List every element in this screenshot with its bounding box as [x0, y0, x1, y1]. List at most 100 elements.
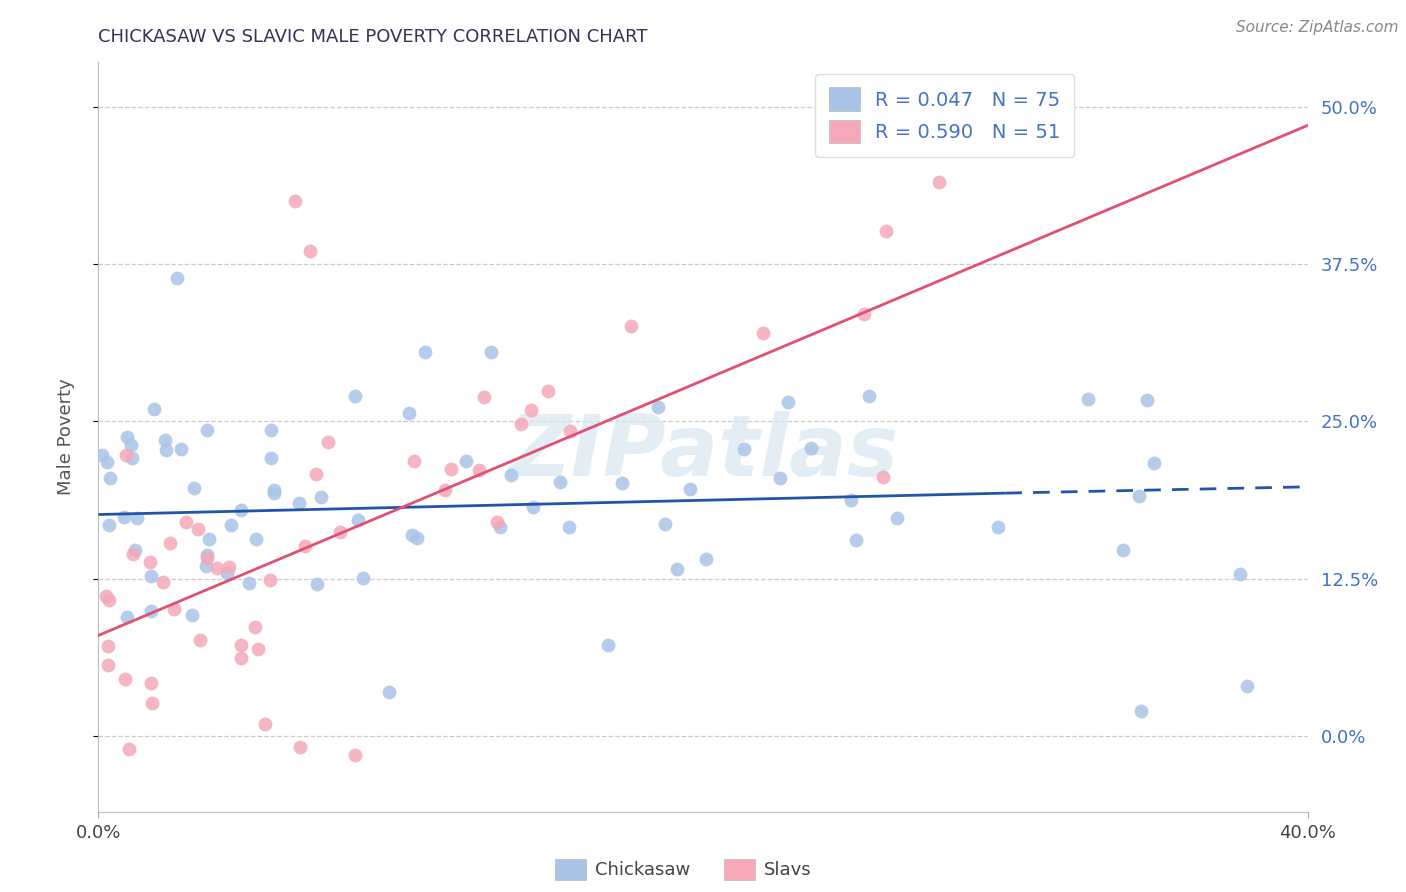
Point [610, 475, 633, 490]
Point [398, 406, 420, 420]
Point [481, 345, 503, 359]
Point [174, 515, 197, 529]
Point [733, 442, 755, 457]
Point [1128, 490, 1150, 504]
Point [378, 685, 401, 699]
Point [219, 518, 242, 533]
Point [560, 424, 582, 438]
Point [245, 532, 267, 546]
Point [120, 438, 142, 452]
Point [537, 384, 560, 398]
Point [122, 547, 145, 561]
Point [404, 453, 426, 467]
Point [141, 569, 163, 583]
Point [187, 522, 209, 536]
Point [489, 519, 512, 533]
Point [433, 483, 456, 497]
Point [183, 481, 205, 495]
Point [141, 604, 163, 618]
Point [124, 542, 146, 557]
Legend: R = 0.047   N = 75, R = 0.590   N = 51: R = 0.047 N = 75, R = 0.590 N = 51 [815, 74, 1074, 157]
Point [170, 442, 193, 457]
Point [468, 463, 491, 477]
Point [97, 518, 120, 533]
Point [872, 470, 894, 484]
Point [166, 271, 188, 285]
Point [259, 573, 281, 587]
Point [194, 559, 217, 574]
Point [139, 555, 162, 569]
Point [1229, 566, 1251, 581]
Point [299, 244, 322, 259]
Point [197, 423, 219, 437]
Point [1130, 704, 1153, 718]
Point [858, 389, 880, 403]
Point [259, 423, 281, 437]
Point [401, 528, 423, 542]
Point [875, 224, 897, 238]
Point [231, 651, 253, 665]
Text: Slavs: Slavs [763, 861, 811, 879]
Point [845, 533, 868, 548]
Point [347, 513, 370, 527]
Text: Source: ZipAtlas.com: Source: ZipAtlas.com [1236, 20, 1399, 35]
Point [188, 632, 211, 647]
Point [94, 590, 117, 604]
Point [776, 395, 799, 409]
Point [112, 510, 135, 524]
Point [344, 747, 367, 762]
Point [440, 461, 463, 475]
Point [548, 475, 571, 489]
Point [654, 517, 676, 532]
Point [142, 401, 165, 416]
Point [987, 520, 1010, 534]
Point [928, 175, 950, 189]
Point [304, 467, 326, 482]
Point [290, 739, 312, 754]
Point [406, 531, 429, 545]
Point [152, 575, 174, 590]
Point [558, 520, 581, 534]
Point [121, 450, 143, 465]
Point [115, 429, 138, 443]
Point [153, 433, 176, 447]
Point [98, 471, 121, 485]
Point [666, 562, 689, 576]
Point [260, 451, 283, 466]
Point [454, 453, 477, 467]
Point [229, 502, 252, 516]
Point [159, 536, 181, 550]
Point [215, 566, 238, 581]
Point [1236, 679, 1258, 693]
Point [218, 560, 240, 574]
Point [1143, 456, 1166, 470]
Point [141, 696, 163, 710]
Point [309, 491, 332, 505]
Point [100, 827, 122, 841]
Point [329, 525, 352, 540]
Point [316, 435, 339, 450]
Point [596, 638, 619, 652]
Point [97, 658, 120, 673]
Point [118, 741, 141, 756]
Point [96, 455, 118, 469]
Point [679, 482, 702, 496]
Text: ZIPatlas: ZIPatlas [508, 410, 898, 493]
Point [1136, 392, 1159, 407]
Point [520, 402, 543, 417]
Point [1112, 542, 1135, 557]
Point [307, 577, 329, 591]
Text: CHICKASAW VS SLAVIC MALE POVERTY CORRELATION CHART: CHICKASAW VS SLAVIC MALE POVERTY CORRELA… [98, 28, 648, 45]
Point [91, 449, 114, 463]
Point [246, 642, 269, 657]
Point [114, 672, 136, 686]
Point [238, 575, 260, 590]
Point [98, 593, 121, 607]
Point [752, 326, 775, 341]
Point [205, 561, 228, 575]
Point [501, 468, 523, 483]
Text: Chickasaw: Chickasaw [595, 861, 690, 879]
Point [180, 608, 202, 623]
Point [647, 400, 669, 414]
Point [294, 539, 316, 553]
